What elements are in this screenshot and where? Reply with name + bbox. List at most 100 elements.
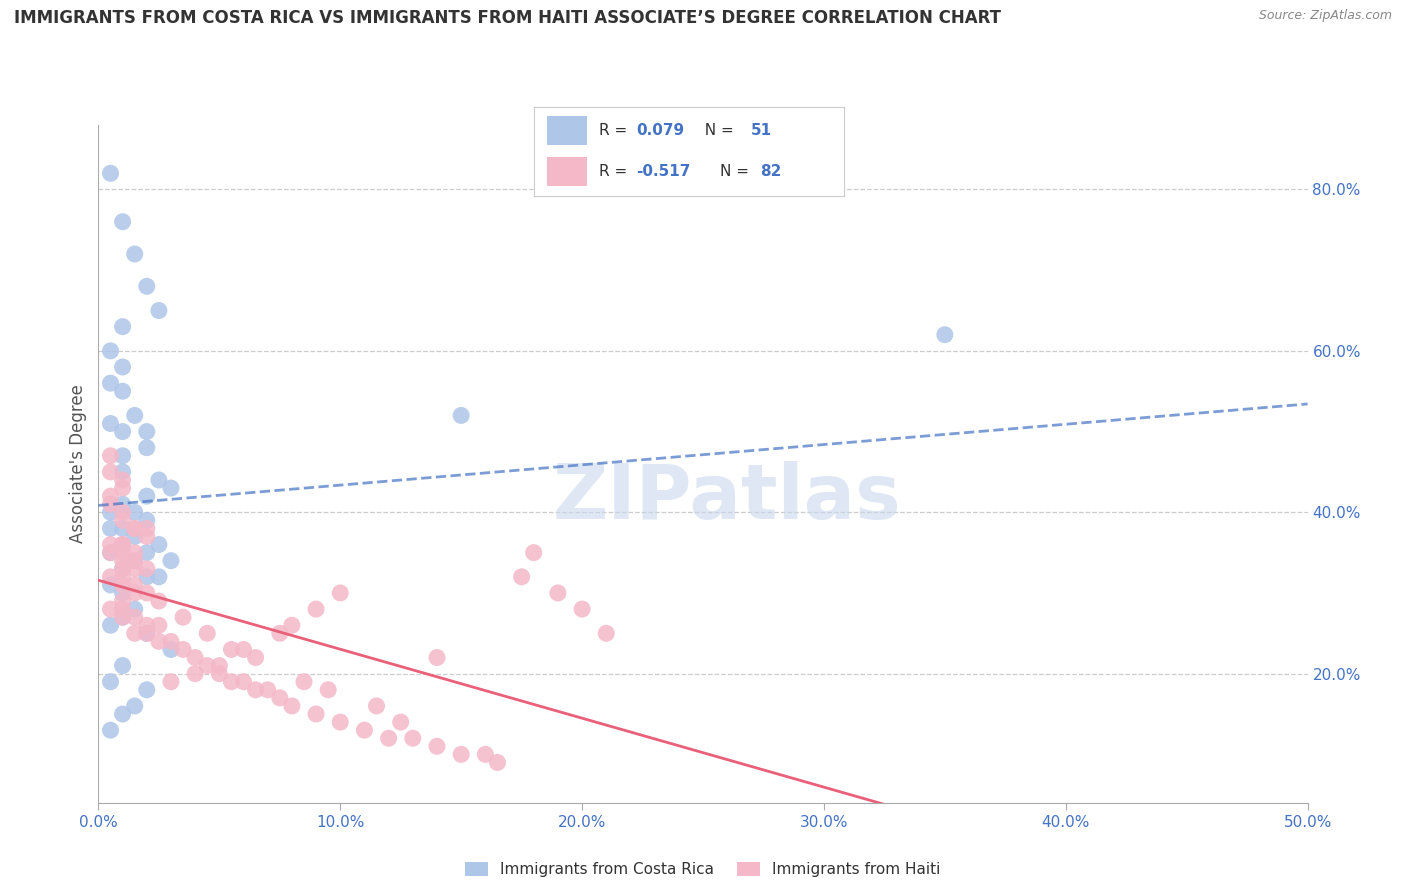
Point [135,562,157,576]
Point [100,570,122,584]
Point [389,715,412,730]
Point [124,554,146,568]
Point [160,634,183,648]
Point [208,666,231,681]
Point [148,473,170,487]
Point [124,505,146,519]
Bar [547,116,586,145]
Point [100,723,122,738]
Point [245,650,267,665]
Point [135,529,157,543]
Point [256,682,278,697]
Point [111,658,134,673]
Point [135,279,157,293]
Point [450,747,472,762]
Point [124,546,146,560]
Point [184,666,207,681]
Point [474,747,496,762]
Point [195,626,218,640]
Point [426,739,449,754]
Point [124,521,146,535]
Point [124,529,146,543]
Point [305,706,328,721]
Point [135,570,157,584]
Point [111,570,134,584]
Point [111,537,134,551]
Point [135,489,157,503]
Point [124,626,146,640]
Point [124,554,146,568]
Point [100,505,122,519]
Point [100,497,122,511]
Point [100,521,122,535]
Text: Source: ZipAtlas.com: Source: ZipAtlas.com [1258,9,1392,22]
Point [135,618,157,632]
Point [100,465,122,479]
Point [111,359,134,374]
Point [232,674,254,689]
Point [281,618,304,632]
Point [100,546,122,560]
Point [402,731,425,746]
Point [111,706,134,721]
Point [160,554,183,568]
Text: R =: R = [599,164,633,178]
Point [281,698,304,713]
Point [124,247,146,261]
Point [232,642,254,657]
Point [111,554,134,568]
Point [111,513,134,527]
Point [124,698,146,713]
Point [111,578,134,592]
Point [184,650,207,665]
Point [100,376,122,391]
Point [316,682,339,697]
Point [160,642,183,657]
Point [111,425,134,439]
Point [160,674,183,689]
Point [269,690,291,705]
Point [111,562,134,576]
Point [172,642,194,657]
Point [510,570,533,584]
Point [111,610,134,624]
Point [124,409,146,423]
Point [111,319,134,334]
Point [111,537,134,551]
Point [100,343,122,358]
Text: 0.079: 0.079 [637,123,685,137]
Point [377,731,399,746]
Point [547,586,569,600]
Text: N =: N = [695,123,738,137]
Point [111,602,134,616]
Point [148,303,170,318]
Point [934,327,956,342]
Point [148,634,170,648]
Point [111,521,134,535]
Point [221,642,243,657]
Point [111,449,134,463]
Point [195,658,218,673]
Point [111,610,134,624]
Point [172,610,194,624]
Point [135,441,157,455]
Point [124,602,146,616]
Text: ZIPatlas: ZIPatlas [553,461,901,534]
Point [100,449,122,463]
Point [160,481,183,495]
Point [595,626,617,640]
Point [208,658,231,673]
Point [100,417,122,431]
Point [571,602,593,616]
Point [111,546,134,560]
Point [111,473,134,487]
Point [148,570,170,584]
Y-axis label: Associate's Degree: Associate's Degree [69,384,87,543]
Point [100,618,122,632]
Point [135,425,157,439]
Point [111,586,134,600]
Point [305,602,328,616]
Point [111,594,134,608]
Point [135,513,157,527]
Point [329,586,352,600]
